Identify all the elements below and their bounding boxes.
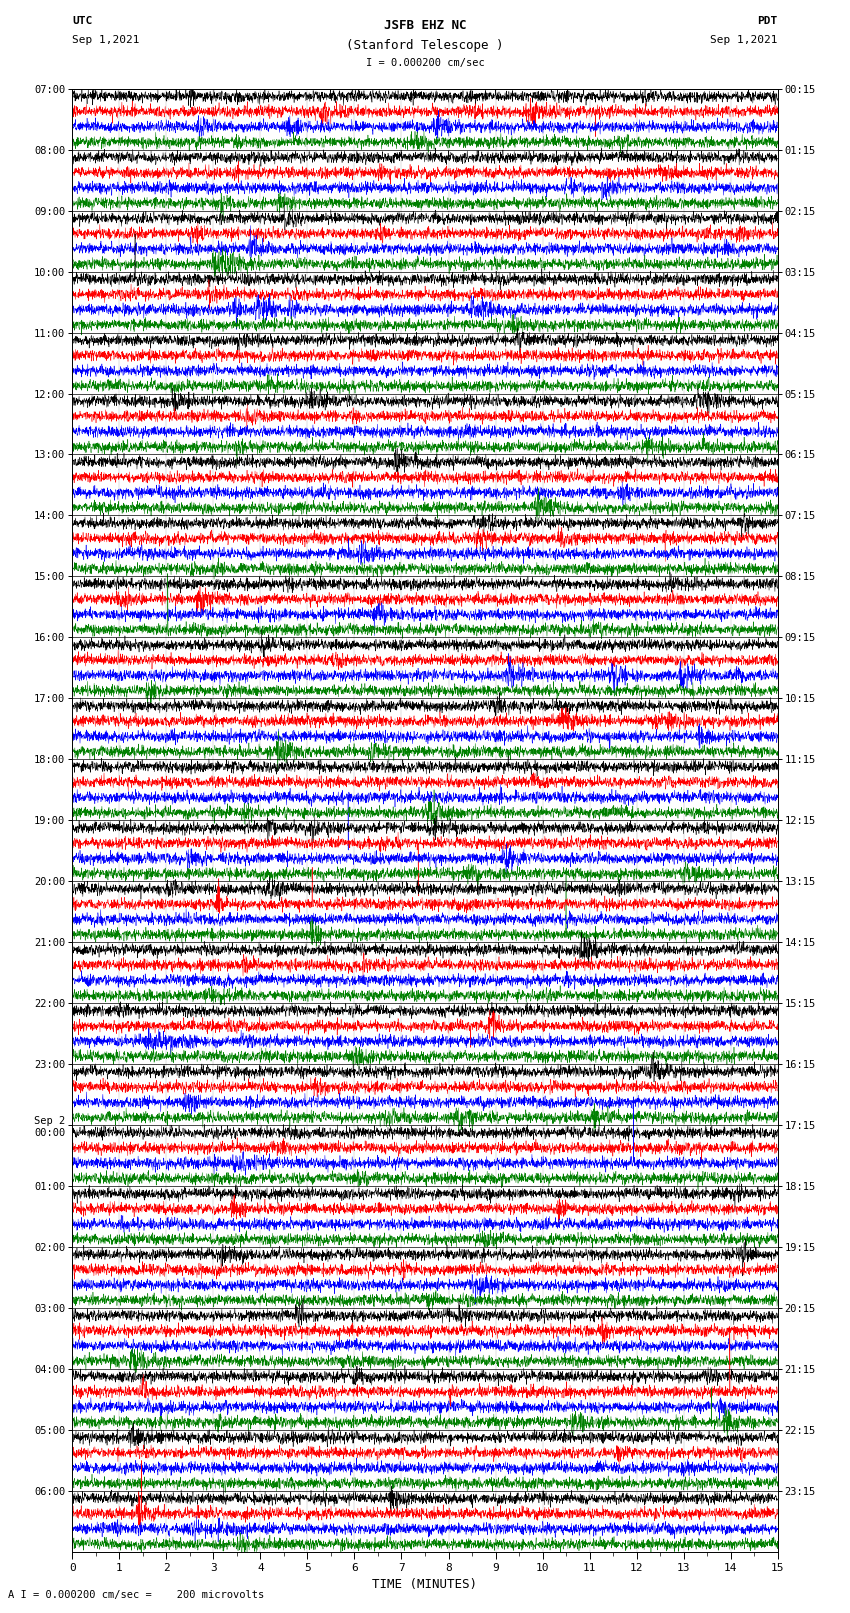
Text: JSFB EHZ NC: JSFB EHZ NC	[383, 19, 467, 32]
Text: A I = 0.000200 cm/sec =    200 microvolts: A I = 0.000200 cm/sec = 200 microvolts	[8, 1590, 264, 1600]
Text: UTC: UTC	[72, 16, 93, 26]
X-axis label: TIME (MINUTES): TIME (MINUTES)	[372, 1579, 478, 1592]
Text: PDT: PDT	[757, 16, 778, 26]
Text: Sep 1,2021: Sep 1,2021	[711, 35, 778, 45]
Text: Sep 1,2021: Sep 1,2021	[72, 35, 139, 45]
Text: (Stanford Telescope ): (Stanford Telescope )	[346, 39, 504, 52]
Text: I = 0.000200 cm/sec: I = 0.000200 cm/sec	[366, 58, 484, 68]
